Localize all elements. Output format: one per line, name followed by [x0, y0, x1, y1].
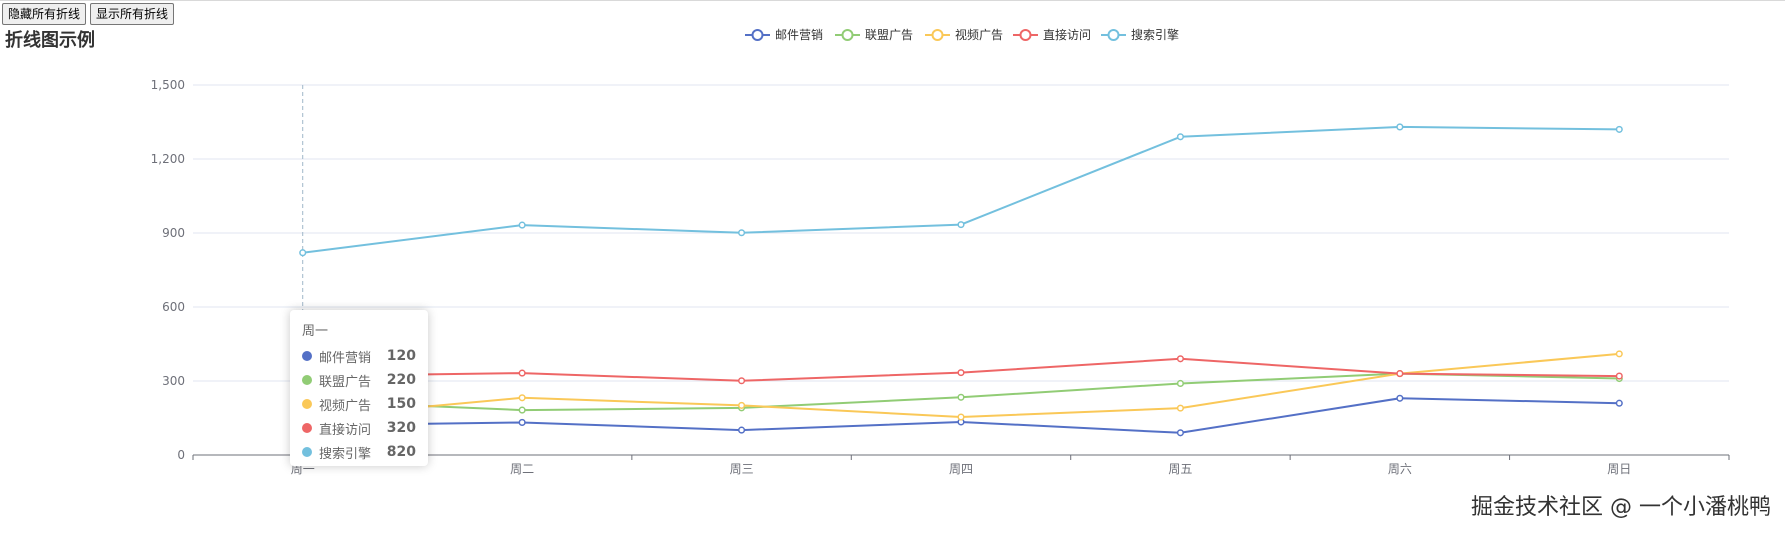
y-tick-label: 1,500	[151, 78, 185, 92]
tooltip-row: 联盟广告 220	[302, 368, 416, 392]
x-tick-label: 周六	[1388, 462, 1412, 476]
series-line	[302, 125, 1620, 254]
chart-tooltip: 周一 邮件营销 120 联盟广告 220 视频广告 150 直接访问 320 搜索引擎 820	[290, 310, 428, 466]
data-point	[1615, 350, 1623, 358]
legend-label: 邮件营销	[775, 28, 823, 42]
watermark: 掘金技术社区 @ 一个小潘桃鸭	[1471, 495, 1771, 520]
data-point	[957, 393, 965, 401]
tooltip-row: 视频广告 150	[302, 392, 416, 416]
tooltip-series-name: 视频广告	[319, 398, 372, 414]
data-point	[518, 418, 526, 426]
tooltip-series-name: 直接访问	[319, 422, 372, 438]
legend-marker	[841, 29, 854, 41]
tooltip-row: 直接访问 320	[302, 416, 416, 440]
data-point	[1176, 355, 1184, 363]
tooltip-row: 搜索引擎 820	[302, 440, 416, 464]
data-point	[957, 221, 965, 229]
legend-marker	[1019, 29, 1032, 41]
x-tick-label: 周二	[510, 462, 534, 476]
y-tick-label: 300	[162, 374, 185, 388]
show-all-lines-button[interactable]: 显示所有折线	[90, 3, 175, 25]
legend-item[interactable]: 直接访问	[1013, 27, 1091, 42]
tooltip-series-value: 220	[386, 372, 416, 388]
legend-label: 联盟广告	[865, 28, 913, 42]
data-point	[738, 377, 746, 385]
x-tick-label: 周日	[1607, 462, 1631, 476]
chart-title: 折线图示例	[5, 30, 95, 51]
tooltip-series-name: 联盟广告	[319, 374, 372, 390]
data-point	[957, 369, 965, 377]
data-point	[1615, 399, 1623, 407]
data-point	[1396, 123, 1404, 131]
data-point	[1176, 379, 1184, 388]
series-2	[299, 350, 1623, 422]
series-line	[302, 372, 1620, 412]
y-tick-label: 0	[177, 448, 185, 462]
data-point	[738, 401, 746, 409]
tooltip-series-name: 邮件营销	[319, 350, 372, 366]
legend-label: 搜索引擎	[1131, 27, 1179, 42]
tooltip-series-dot	[302, 399, 312, 409]
y-tick-label: 600	[162, 300, 185, 314]
data-point	[299, 249, 307, 257]
legend-item[interactable]: 视频广告	[925, 27, 1003, 42]
data-point	[957, 413, 965, 421]
tooltip-series-value: 820	[386, 444, 416, 460]
data-point	[1396, 370, 1404, 378]
x-tick-label: 周四	[949, 462, 973, 476]
data-point	[518, 221, 526, 229]
data-point	[738, 229, 746, 237]
legend-item[interactable]: 邮件营销	[745, 28, 823, 42]
tooltip-series-value: 150	[386, 396, 416, 412]
x-tick-label: 周三	[730, 462, 754, 476]
series-3	[299, 355, 1623, 385]
data-point	[1615, 125, 1623, 133]
data-point	[1396, 394, 1404, 402]
data-point	[1176, 133, 1184, 141]
tooltip-series-value: 320	[386, 420, 416, 436]
tooltip-series-dot	[302, 375, 312, 385]
tooltip-series-value: 120	[386, 348, 416, 364]
tooltip-category: 周一	[302, 324, 329, 339]
legend-label: 直接访问	[1043, 27, 1091, 42]
data-point	[518, 369, 526, 377]
data-point	[518, 394, 526, 402]
tooltip-series-dot	[302, 351, 312, 361]
tooltip-series-dot	[302, 447, 312, 457]
series-1	[299, 370, 1623, 414]
tooltip-series-dot	[302, 423, 312, 433]
legend-marker	[1107, 29, 1120, 41]
x-tick-label: 周五	[1168, 462, 1192, 476]
control-bar: 隐藏所有折线 显示所有折线	[2, 3, 175, 25]
data-point	[1176, 404, 1184, 412]
data-point	[1176, 429, 1184, 437]
data-point	[738, 426, 746, 434]
y-tick-label: 900	[162, 226, 185, 240]
data-point	[1615, 372, 1623, 380]
tooltip-series-name: 搜索引擎	[319, 446, 372, 462]
legend-item[interactable]: 联盟广告	[835, 28, 913, 42]
top-border	[0, 0, 1785, 1]
y-tick-label: 1,200	[151, 152, 185, 166]
data-point	[518, 406, 526, 414]
hide-all-lines-button[interactable]: 隐藏所有折线	[2, 3, 87, 25]
tooltip-row: 邮件营销 120	[302, 344, 416, 368]
legend-marker	[751, 29, 764, 41]
legend-label: 视频广告	[955, 27, 1003, 42]
series-4	[299, 123, 1623, 257]
legend-marker	[931, 29, 944, 41]
legend-item[interactable]: 搜索引擎	[1101, 27, 1179, 42]
